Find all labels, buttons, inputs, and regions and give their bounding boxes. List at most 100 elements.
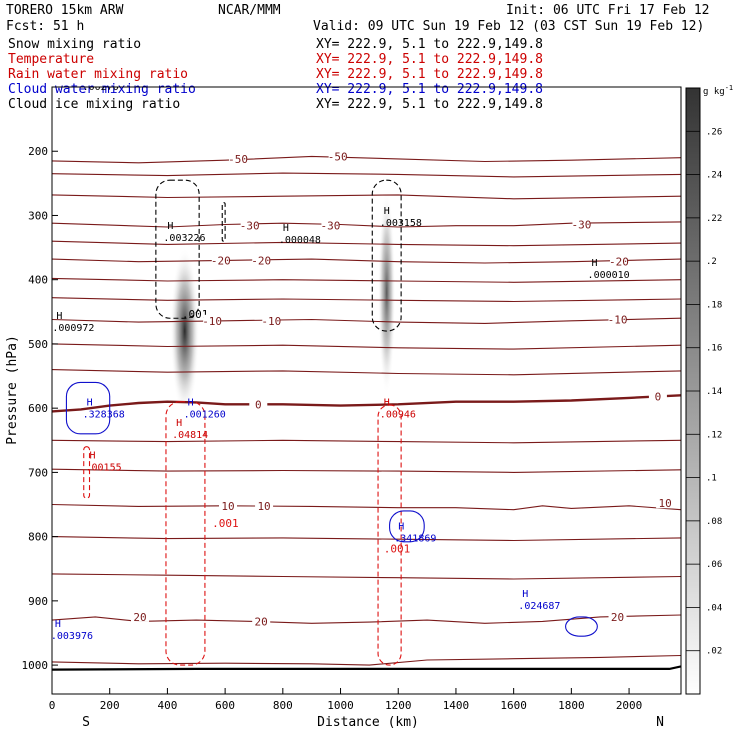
isotherm-label-bg	[608, 610, 627, 622]
isotherm-label-bg	[262, 314, 281, 326]
field-name-cloud-ice: Cloud ice mixing ratio	[8, 97, 180, 112]
max-marker-h: H	[188, 398, 194, 409]
field-name-temperature: Temperature	[8, 52, 94, 67]
x-tick-label: 200	[100, 699, 120, 712]
field-xy-cloud-ice: XY= 222.9, 5.1 to 222.9,149.8	[316, 97, 543, 112]
field-xy-rain: XY= 222.9, 5.1 to 222.9,149.8	[316, 67, 543, 82]
max-marker-h: H	[167, 221, 173, 232]
max-marker-h: H	[90, 450, 96, 461]
isotherm-line	[52, 369, 681, 376]
isotherm-label-bg	[252, 254, 271, 266]
max-marker-h: H	[398, 522, 404, 533]
ice-contours: .001	[155, 179, 402, 332]
colorbar-tick-label: .18	[706, 300, 722, 310]
end-label-south: S	[82, 715, 90, 730]
isotherm-label: -30	[320, 220, 340, 233]
x-tick-label: 1200	[385, 699, 412, 712]
field-name-snow: Snow mixing ratio	[8, 37, 141, 52]
field-name-cloud-water: Cloud water mixing ratio	[8, 82, 196, 97]
axes: 0 200 400 600 800 1000 1200 1400 1600 1800 2000200…	[22, 145, 643, 712]
max-marker-h: H	[55, 619, 61, 630]
max-marker-h: H	[384, 206, 390, 217]
isotherm-label: -30	[240, 220, 260, 233]
isotherm-label-bg	[131, 610, 150, 622]
field-xy-snow: XY= 222.9, 5.1 to 222.9,149.8	[316, 37, 543, 52]
max-value-label: .000010	[588, 270, 630, 281]
isotherm-line	[52, 394, 681, 413]
y-tick-label: 500	[28, 338, 48, 351]
y-tick-label: 800	[28, 531, 48, 544]
isotherm-label-bg	[255, 499, 274, 511]
y-tick-label: 600	[28, 402, 48, 415]
isotherm-label-bg	[219, 499, 238, 511]
y-tick-label: 200	[28, 145, 48, 158]
snow-shading-blob	[170, 247, 200, 415]
max-marker-h: H	[176, 418, 182, 429]
isotherm-line	[52, 654, 681, 666]
max-value-label: .000048	[279, 235, 321, 246]
y-tick-label: 900	[28, 595, 48, 608]
colorbar-tick-label: .22	[706, 214, 722, 224]
isotherm-line	[52, 573, 681, 580]
rain-contour	[165, 401, 206, 666]
isotherm-label: 20	[133, 611, 146, 624]
rain-contour	[377, 404, 402, 666]
isotherm-label: -20	[609, 256, 629, 269]
colorbar-tick-label: .24	[706, 171, 722, 181]
cloud-water-contour	[65, 381, 111, 435]
colorbar-unit: g kg-1	[703, 84, 733, 97]
cloud-water-contour	[389, 510, 425, 543]
max-marker-h: H	[522, 589, 528, 600]
field-xy-temperature: XY= 222.9, 5.1 to 222.9,149.8	[316, 52, 543, 67]
max-value-label: .328368	[83, 410, 125, 421]
snow-shading	[170, 189, 396, 415]
plot-frame	[51, 86, 682, 695]
end-label-north: N	[656, 715, 664, 730]
max-labels: H.00270H.003226H.000048H.003158H.000010H…	[52, 87, 630, 642]
colorbar-tick-label: .1	[706, 474, 717, 484]
isotherm-label: 20	[611, 611, 624, 624]
isotherm-line	[52, 343, 681, 350]
ice-contour-label: .001	[182, 308, 209, 321]
isotherm-label-bg	[249, 398, 268, 410]
isotherm-labels: -50 -50 -30 -30 -30 -20 -20 -20 -10 -10 -10 0 0 10 10 1…	[131, 150, 675, 628]
max-value-label: .003226	[163, 233, 205, 244]
colorbar-tick-label: .12	[706, 430, 722, 440]
max-value-label: .024687	[518, 601, 560, 612]
colorbar-tick-label: .14	[706, 387, 722, 397]
max-value-label: .000972	[52, 323, 94, 334]
cloud-water-contours	[65, 381, 598, 637]
temperature-isotherms	[52, 155, 681, 666]
isotherm-label: -20	[251, 254, 271, 267]
x-tick-label: 1000	[327, 699, 354, 712]
isotherm-label: 0	[255, 398, 262, 411]
y-tick-label: 1000	[22, 659, 49, 672]
isotherm-label: -10	[261, 315, 281, 328]
rain-contour-label: .001	[212, 517, 239, 530]
colorbar: g kg-1 .02 .04 .06 .08 .1 .12 .14 .16 .18 .2 .22 .2…	[685, 84, 733, 695]
max-marker-h: H	[384, 398, 390, 409]
isotherm-label: 10	[221, 500, 234, 513]
rain-contours: .001 .001	[83, 401, 411, 666]
isotherm-label-bg	[229, 152, 248, 164]
x-tick-label: 1600	[500, 699, 527, 712]
x-tick-label: 2000	[616, 699, 643, 712]
isotherm-line	[52, 221, 681, 228]
isotherm-line	[52, 536, 681, 542]
max-value-label: .04814	[172, 430, 208, 441]
isotherm-line	[52, 172, 681, 178]
field-legend: Snow mixing ratio XY= 222.9, 5.1 to 222.…	[8, 37, 543, 112]
y-tick-label: 300	[28, 209, 48, 222]
colorbar-tick-label: .26	[706, 127, 722, 137]
isotherm-line	[52, 297, 681, 303]
colorbar-tick-label: .2	[706, 257, 717, 267]
max-marker-h: H	[87, 398, 93, 409]
isotherm-line	[52, 468, 681, 473]
rain-contour-label: .001	[384, 543, 411, 556]
isotherm-line	[52, 258, 681, 264]
isotherm-label-bg	[328, 150, 347, 162]
terrain-line	[52, 665, 681, 671]
max-value-label: .00946	[380, 410, 416, 421]
header-center: NCAR/MMM	[218, 3, 281, 18]
